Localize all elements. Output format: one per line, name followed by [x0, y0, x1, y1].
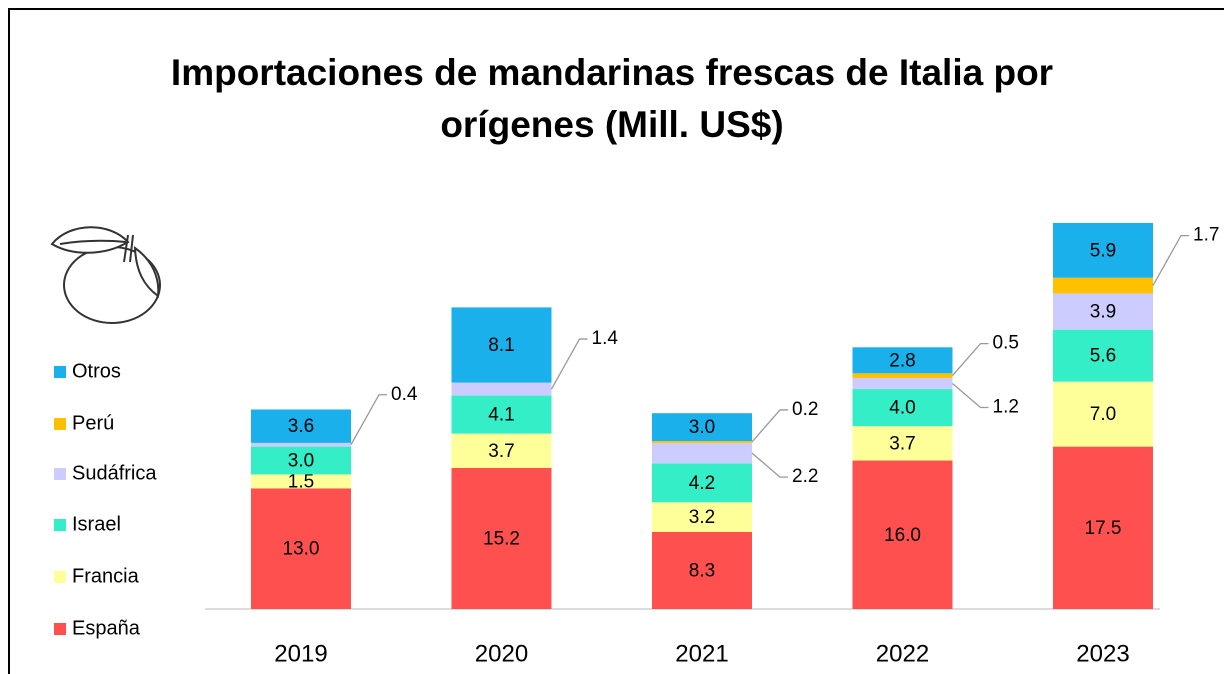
- leader-line: [1153, 236, 1189, 286]
- value-label: 0.4: [391, 384, 418, 405]
- value-label: 0.5: [993, 333, 1019, 354]
- value-label: 3.7: [488, 441, 514, 462]
- leader-line: [752, 453, 788, 477]
- legend-label: Sudáfrica: [72, 462, 157, 484]
- legend-label: Francia: [72, 565, 140, 587]
- x-tick-label: 2021: [675, 640, 728, 667]
- leader-line: [752, 410, 788, 442]
- value-label: 8.1: [488, 335, 514, 356]
- legend-swatch: [54, 468, 66, 480]
- value-label: 3.0: [288, 451, 314, 472]
- value-label: 13.0: [283, 539, 320, 560]
- chart-title: Importaciones de mandarinas frescas de I…: [171, 52, 1053, 93]
- legend-swatch: [54, 623, 66, 635]
- legend-swatch: [54, 519, 66, 531]
- bar-segment: [652, 441, 752, 443]
- value-label: 5.9: [1090, 240, 1116, 261]
- leader-line: [351, 395, 387, 445]
- leader-line: [552, 339, 588, 389]
- value-label: 1.4: [592, 328, 619, 349]
- value-label: 1.7: [1193, 225, 1219, 246]
- bar-segment: [251, 443, 351, 447]
- value-label: 1.2: [993, 397, 1019, 418]
- legend-swatch: [54, 571, 66, 583]
- bar-segment: [652, 443, 752, 463]
- value-label: 4.1: [488, 405, 514, 426]
- legend-swatch: [54, 418, 66, 430]
- value-label: 3.2: [689, 507, 715, 528]
- x-tick-label: 2022: [876, 640, 929, 667]
- value-label: 2.2: [792, 466, 818, 487]
- value-label: 7.0: [1090, 404, 1116, 425]
- bar-segment: [452, 383, 552, 396]
- x-tick-label: 2020: [475, 640, 528, 667]
- bar-segment: [853, 373, 953, 378]
- value-label: 5.6: [1090, 346, 1116, 367]
- bar-segment: [1053, 278, 1153, 294]
- mandarin-icon: [52, 227, 160, 323]
- legend-swatch: [54, 366, 66, 378]
- value-label: 8.3: [689, 561, 715, 582]
- leader-line: [953, 344, 989, 376]
- leader-line: [953, 383, 989, 407]
- legend-label: España: [72, 617, 141, 639]
- chart-title: orígenes (Mill. US$): [440, 104, 783, 145]
- legend-label: Israel: [72, 513, 121, 535]
- value-label: 3.7: [889, 433, 915, 454]
- value-label: 15.2: [483, 528, 520, 549]
- chart: Importaciones de mandarinas frescas de I…: [0, 0, 1224, 674]
- value-label: 1.5: [288, 471, 314, 492]
- legend-label: Perú: [72, 412, 114, 434]
- value-label: 3.6: [288, 416, 314, 437]
- value-label: 4.0: [889, 398, 915, 419]
- value-label: 17.5: [1085, 518, 1122, 539]
- value-label: 2.8: [889, 350, 915, 371]
- value-label: 0.2: [792, 399, 818, 420]
- value-label: 4.2: [689, 473, 715, 494]
- value-label: 3.9: [1090, 302, 1116, 323]
- bar-segment: [853, 378, 953, 389]
- value-label: 3.0: [689, 417, 715, 438]
- x-tick-label: 2019: [274, 640, 327, 667]
- value-label: 16.0: [884, 525, 921, 546]
- x-tick-label: 2023: [1076, 640, 1129, 667]
- legend-label: Otros: [72, 360, 121, 382]
